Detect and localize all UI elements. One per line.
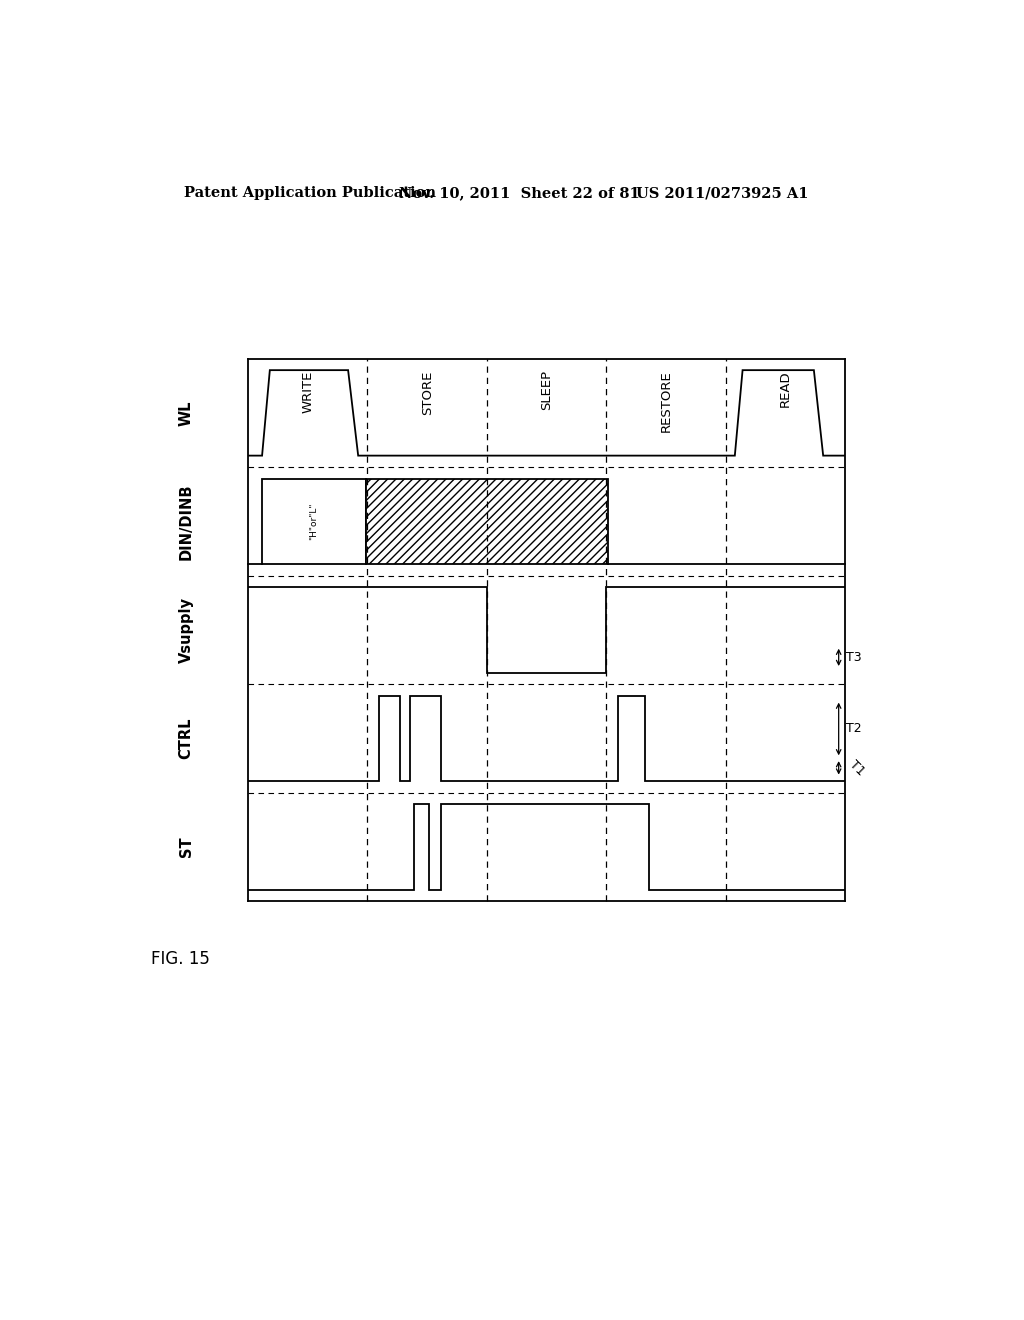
Text: Patent Application Publication: Patent Application Publication	[183, 186, 436, 201]
Text: WRITE: WRITE	[301, 370, 314, 413]
Text: STORE: STORE	[421, 370, 433, 414]
Text: "H"or"L": "H"or"L"	[309, 503, 318, 540]
Text: Nov. 10, 2011  Sheet 22 of 81: Nov. 10, 2011 Sheet 22 of 81	[399, 186, 640, 201]
Bar	[262, 479, 366, 564]
Text: RESTORE: RESTORE	[659, 370, 673, 432]
Text: SLEEP: SLEEP	[540, 370, 553, 411]
Bar	[366, 479, 607, 564]
Text: WL: WL	[178, 400, 194, 425]
Text: Vsupply: Vsupply	[178, 597, 194, 663]
Text: T1: T1	[847, 758, 866, 777]
Text: DIN/DINB: DIN/DINB	[178, 483, 194, 560]
Text: T3: T3	[847, 651, 862, 664]
Text: CTRL: CTRL	[178, 718, 194, 759]
Text: US 2011/0273925 A1: US 2011/0273925 A1	[636, 186, 808, 201]
Text: READ: READ	[778, 370, 792, 407]
Text: ST: ST	[178, 837, 194, 858]
Text: T2: T2	[847, 722, 862, 735]
Text: FIG. 15: FIG. 15	[152, 950, 210, 968]
